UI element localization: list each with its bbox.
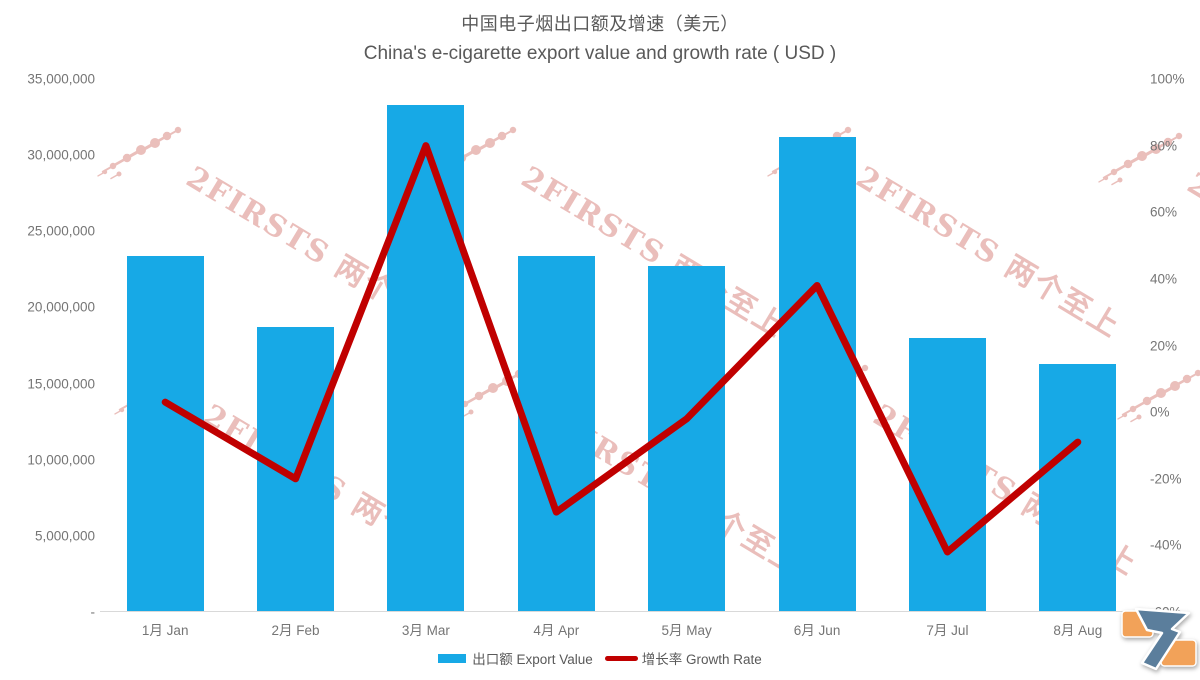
- y-axis-tick-label: 35,000,000: [27, 71, 95, 87]
- watermark-tile: 2FIRSTS 两个至上: [1096, 126, 1200, 351]
- x-axis-tick-label: 7月 Jul: [926, 623, 969, 638]
- legend-bar-swatch-icon[interactable]: [438, 653, 467, 663]
- y-axis-tick-label: 10,000,000: [27, 452, 95, 468]
- chart-title: 中国电子烟出口额及增速（美元） China's e-cigarette expo…: [0, 10, 1200, 65]
- export-value-bar-4[interactable]: [517, 255, 595, 611]
- watermark-text: 2FIRSTS 两个至上: [850, 159, 1127, 346]
- dandelion-seeds-icon: [97, 126, 182, 180]
- y2-axis-tick-label: -40%: [1150, 537, 1182, 553]
- export-value-bar-2[interactable]: [257, 327, 335, 611]
- y-axis-tick-label: 30,000,000: [27, 147, 95, 163]
- dandelion-seeds-icon: [1098, 132, 1183, 186]
- x-axis-tick-label: 6月 Jun: [793, 623, 841, 638]
- legend: 出口额 Export Value 增长率 Growth Rate: [0, 648, 1200, 668]
- export-value-bar-7[interactable]: [908, 337, 986, 611]
- watermark-tile: 2FIRSTS 两个至上: [95, 120, 456, 345]
- y-axis-tick-label: 20,000,000: [27, 299, 95, 315]
- y2-axis-tick-label: 0%: [1150, 404, 1170, 420]
- x-axis-tick-label: 3月 Mar: [401, 623, 450, 638]
- y2-axis-tick-label: -20%: [1150, 471, 1182, 487]
- export-value-bar-8[interactable]: [1039, 363, 1117, 611]
- y2-axis-tick-label: 100%: [1150, 71, 1185, 87]
- y2-axis-tick-label: 20%: [1150, 338, 1178, 353]
- y2-axis-tick-label: 80%: [1150, 138, 1178, 154]
- watermark-tile: 2FIRSTS 两个至上: [1115, 363, 1200, 430]
- legend-line-swatch-icon[interactable]: [604, 655, 638, 661]
- export-value-bar-6[interactable]: [778, 136, 856, 611]
- x-axis-tick-label: 1月 Jan: [141, 623, 189, 638]
- export-value-bar-3[interactable]: [387, 104, 465, 611]
- watermark-text: 2FIRSTS 两个至上: [1181, 165, 1200, 351]
- legend-line-label[interactable]: 增长率 Growth Rate: [641, 652, 762, 667]
- legend-bar-label[interactable]: 出口额 Export Value: [472, 652, 593, 667]
- x-axis-tick-label: 2月 Feb: [271, 623, 320, 638]
- export-value-bar-1[interactable]: [126, 255, 204, 611]
- x-axis-tick-label: 8月 Aug: [1053, 623, 1103, 638]
- y-axis-tick-label: 5,000,000: [34, 528, 95, 544]
- chart-title-zh: 中国电子烟出口额及增速（美元）: [461, 14, 739, 34]
- y-axis-tick-label: 15,000,000: [27, 376, 95, 392]
- x-axis-tick-label: 4月 Apr: [533, 623, 580, 638]
- x-axis-line: [100, 611, 1143, 612]
- chart-title-en: China's e-cigarette export value and gro…: [363, 43, 837, 64]
- export-value-bar-5[interactable]: [648, 266, 726, 611]
- y-axis-tick-label: 25,000,000: [27, 223, 95, 239]
- x-axis-tick-label: 5月 May: [661, 623, 712, 638]
- y2-axis-tick-label: 40%: [1150, 271, 1178, 287]
- y2-axis-tick-label: 60%: [1150, 204, 1178, 220]
- y-axis-tick-label: -: [90, 604, 96, 620]
- 2firsts-logo-icon: [1121, 607, 1197, 671]
